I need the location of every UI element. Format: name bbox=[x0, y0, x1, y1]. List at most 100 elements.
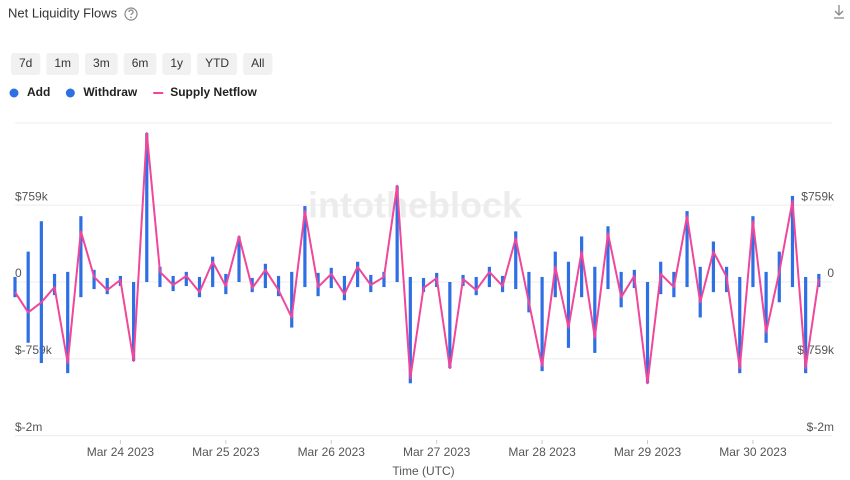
x-tick-label: Mar 27 2023 bbox=[403, 445, 471, 459]
x-tick-label: Mar 30 2023 bbox=[719, 445, 787, 459]
range-button[interactable]: 7d bbox=[11, 53, 41, 75]
bar bbox=[158, 266, 162, 283]
y-tick-label: $759k bbox=[15, 189, 49, 203]
bar bbox=[211, 256, 215, 283]
range-button[interactable]: YTD bbox=[197, 53, 238, 75]
bar bbox=[724, 282, 729, 293]
bar bbox=[66, 282, 70, 374]
legend-item[interactable]: Add bbox=[9, 85, 51, 99]
range-button[interactable]: 3m bbox=[85, 53, 118, 75]
bar bbox=[92, 282, 96, 290]
bar bbox=[566, 261, 571, 283]
bar bbox=[66, 271, 70, 283]
bar bbox=[171, 282, 175, 292]
bar bbox=[105, 282, 109, 295]
bar bbox=[764, 271, 768, 283]
bar bbox=[474, 276, 478, 283]
bar bbox=[566, 282, 571, 348]
download-icon[interactable] bbox=[834, 5, 844, 19]
legend-label: Add bbox=[27, 85, 50, 99]
bar bbox=[514, 282, 518, 290]
bar bbox=[672, 282, 676, 298]
range-button[interactable]: 1y bbox=[162, 53, 192, 75]
bar bbox=[224, 282, 228, 295]
bar bbox=[672, 271, 676, 283]
bar bbox=[685, 211, 689, 283]
legend-dot bbox=[65, 88, 75, 98]
x-axis-label: Time (UTC) bbox=[392, 464, 454, 478]
range-button-label: 1y bbox=[170, 56, 183, 70]
netflow-line bbox=[14, 132, 820, 385]
range-button-bg bbox=[197, 53, 238, 75]
bar bbox=[580, 236, 584, 283]
y2-tick-label: $759k bbox=[801, 189, 835, 203]
bar bbox=[817, 273, 821, 283]
bar bbox=[211, 282, 215, 288]
bar bbox=[342, 275, 347, 283]
bar bbox=[26, 251, 30, 283]
bar bbox=[777, 282, 781, 303]
bar bbox=[659, 282, 663, 295]
bar bbox=[514, 231, 518, 283]
bar bbox=[290, 282, 294, 328]
range-button-bg bbox=[11, 53, 41, 75]
bar bbox=[804, 282, 808, 374]
bar bbox=[408, 276, 412, 283]
chart-title: Net Liquidity Flows bbox=[8, 5, 118, 20]
bar bbox=[237, 236, 241, 283]
bar bbox=[184, 282, 188, 287]
bar bbox=[197, 276, 202, 283]
x-tick-label: Mar 24 2023 bbox=[87, 445, 155, 459]
bar bbox=[382, 282, 386, 288]
help-icon[interactable] bbox=[124, 7, 138, 21]
bar bbox=[790, 195, 795, 283]
range-button-bg bbox=[46, 53, 80, 75]
bar bbox=[39, 221, 43, 283]
bar bbox=[263, 282, 267, 289]
x-tick-label: Mar 26 2023 bbox=[298, 445, 366, 459]
bar bbox=[171, 275, 175, 283]
bar bbox=[448, 282, 452, 369]
bar bbox=[790, 282, 795, 288]
bar bbox=[751, 282, 755, 288]
bar bbox=[13, 282, 17, 298]
bar bbox=[250, 277, 254, 283]
bar bbox=[303, 206, 307, 283]
range-button-label: YTD bbox=[205, 56, 229, 70]
x-tick-label: Mar 29 2023 bbox=[614, 445, 682, 459]
range-button-label: All bbox=[251, 56, 264, 70]
range-button-bg bbox=[243, 53, 273, 75]
bar bbox=[724, 266, 729, 283]
bar bbox=[685, 282, 689, 288]
bar bbox=[711, 282, 716, 293]
bar bbox=[276, 275, 281, 283]
bar bbox=[619, 271, 623, 283]
bar bbox=[145, 133, 149, 283]
bar bbox=[356, 282, 360, 288]
bar bbox=[751, 216, 755, 283]
bar bbox=[711, 241, 716, 283]
range-button-label: 1m bbox=[54, 56, 71, 70]
range-button[interactable]: 6m bbox=[123, 53, 157, 75]
x-tick-label: Mar 25 2023 bbox=[192, 445, 260, 459]
y2-tick-label: $-2m bbox=[807, 420, 834, 434]
bar bbox=[224, 273, 228, 283]
bar bbox=[738, 276, 742, 283]
bar bbox=[316, 272, 320, 283]
range-button[interactable]: 1m bbox=[46, 53, 80, 75]
bar bbox=[698, 266, 702, 283]
bar bbox=[290, 271, 294, 283]
y2-tick-label: 0 bbox=[827, 266, 834, 280]
bar bbox=[421, 277, 426, 283]
x-tick-label: Mar 28 2023 bbox=[508, 445, 576, 459]
range-button-bg bbox=[123, 53, 157, 75]
bar bbox=[369, 282, 373, 293]
legend-item[interactable]: Supply Netflow bbox=[153, 85, 258, 99]
legend-item[interactable]: Withdraw bbox=[65, 85, 138, 99]
legend-label: Withdraw bbox=[83, 85, 138, 99]
legend-dot bbox=[9, 88, 19, 98]
bar bbox=[487, 266, 491, 283]
bar bbox=[606, 226, 610, 283]
range-button-label: 6m bbox=[132, 56, 149, 70]
range-button[interactable]: All bbox=[243, 53, 273, 75]
